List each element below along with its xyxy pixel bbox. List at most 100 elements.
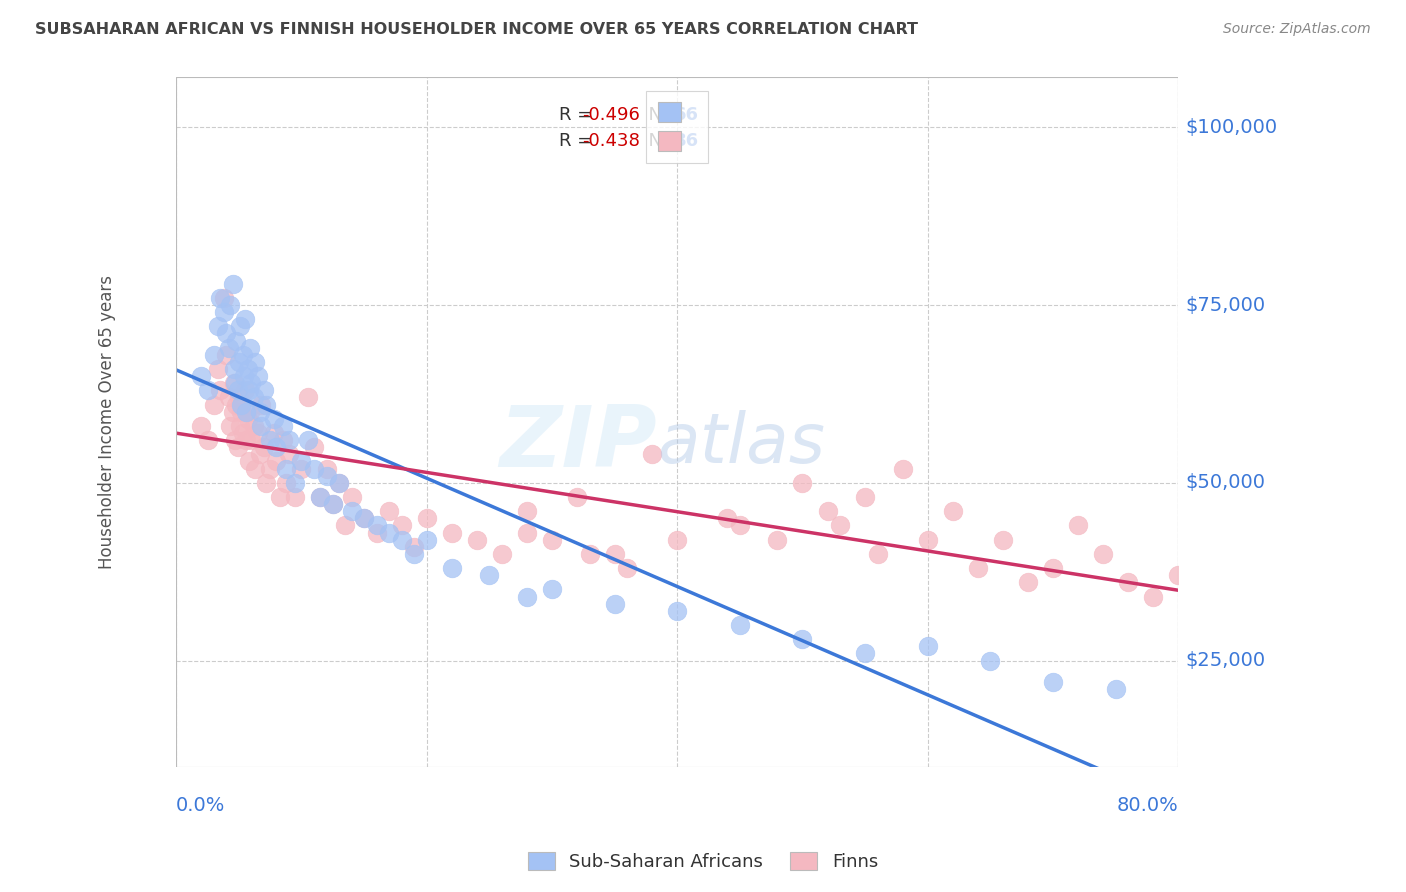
Point bbox=[328, 475, 350, 490]
Point bbox=[315, 461, 337, 475]
Point bbox=[266, 440, 288, 454]
Point bbox=[603, 547, 626, 561]
Point bbox=[228, 355, 250, 369]
Point bbox=[218, 341, 240, 355]
Point bbox=[222, 362, 245, 376]
Point bbox=[253, 384, 276, 398]
Point bbox=[254, 398, 277, 412]
Point bbox=[263, 425, 285, 440]
Point bbox=[465, 533, 488, 547]
Point bbox=[416, 511, 439, 525]
Point bbox=[866, 547, 889, 561]
Point bbox=[340, 504, 363, 518]
Point bbox=[1104, 681, 1126, 696]
Legend: Sub-Saharan Africans, Finns: Sub-Saharan Africans, Finns bbox=[520, 845, 886, 879]
Point bbox=[209, 384, 232, 398]
Point bbox=[207, 319, 229, 334]
Point bbox=[1042, 561, 1064, 575]
Point bbox=[366, 525, 388, 540]
Point bbox=[491, 547, 513, 561]
Point bbox=[1116, 575, 1139, 590]
Point bbox=[236, 362, 259, 376]
Point bbox=[224, 433, 246, 447]
Text: -0.438: -0.438 bbox=[582, 132, 640, 150]
Point bbox=[226, 440, 249, 454]
Point bbox=[259, 461, 281, 475]
Point bbox=[243, 418, 266, 433]
Point bbox=[190, 369, 212, 384]
Point bbox=[271, 433, 294, 447]
Point bbox=[391, 533, 413, 547]
Point bbox=[232, 348, 254, 362]
Point bbox=[391, 518, 413, 533]
Point bbox=[218, 391, 240, 405]
Point bbox=[297, 391, 319, 405]
Point bbox=[243, 391, 266, 405]
Point bbox=[233, 384, 256, 398]
Point bbox=[309, 490, 332, 504]
Point bbox=[271, 418, 294, 433]
Text: 66: 66 bbox=[675, 106, 699, 124]
Legend: , : , bbox=[647, 91, 709, 162]
Point bbox=[1142, 590, 1164, 604]
Point bbox=[243, 355, 266, 369]
Point bbox=[353, 511, 375, 525]
Text: 0.0%: 0.0% bbox=[176, 796, 225, 814]
Text: -0.496: -0.496 bbox=[582, 106, 640, 124]
Point bbox=[235, 405, 257, 419]
Point bbox=[246, 369, 269, 384]
Point bbox=[666, 604, 689, 618]
Point bbox=[253, 440, 276, 454]
Point bbox=[1167, 568, 1189, 582]
Point bbox=[224, 376, 246, 391]
Point bbox=[378, 504, 401, 518]
Point bbox=[541, 533, 564, 547]
Point bbox=[209, 291, 232, 305]
Point bbox=[404, 540, 426, 554]
Point bbox=[266, 454, 288, 468]
Point bbox=[853, 490, 876, 504]
Point bbox=[728, 518, 751, 533]
Point bbox=[190, 418, 212, 433]
Point bbox=[207, 362, 229, 376]
Point bbox=[440, 561, 463, 575]
Text: N =: N = bbox=[637, 106, 689, 124]
Point bbox=[236, 411, 259, 425]
Text: $100,000: $100,000 bbox=[1185, 118, 1278, 136]
Point bbox=[917, 533, 939, 547]
Text: $75,000: $75,000 bbox=[1185, 295, 1265, 315]
Point bbox=[1017, 575, 1039, 590]
Point bbox=[225, 334, 247, 348]
Point bbox=[240, 433, 263, 447]
Point bbox=[378, 525, 401, 540]
Point bbox=[297, 433, 319, 447]
Point bbox=[250, 398, 273, 412]
Point bbox=[259, 433, 281, 447]
Point bbox=[478, 568, 501, 582]
Point bbox=[315, 468, 337, 483]
Point bbox=[516, 504, 538, 518]
Point bbox=[278, 433, 301, 447]
Point bbox=[197, 433, 219, 447]
Point bbox=[335, 518, 357, 533]
Point bbox=[226, 384, 249, 398]
Text: Source: ZipAtlas.com: Source: ZipAtlas.com bbox=[1223, 22, 1371, 37]
Point bbox=[322, 497, 344, 511]
Point bbox=[828, 518, 851, 533]
Text: N =: N = bbox=[637, 132, 689, 150]
Point bbox=[991, 533, 1014, 547]
Point bbox=[233, 312, 256, 326]
Point bbox=[1067, 518, 1090, 533]
Point bbox=[404, 547, 426, 561]
Text: SUBSAHARAN AFRICAN VS FINNISH HOUSEHOLDER INCOME OVER 65 YEARS CORRELATION CHART: SUBSAHARAN AFRICAN VS FINNISH HOUSEHOLDE… bbox=[35, 22, 918, 37]
Point bbox=[516, 590, 538, 604]
Point bbox=[238, 454, 260, 468]
Point bbox=[603, 597, 626, 611]
Point bbox=[792, 475, 814, 490]
Point bbox=[276, 475, 298, 490]
Point bbox=[353, 511, 375, 525]
Point bbox=[766, 533, 789, 547]
Point bbox=[243, 461, 266, 475]
Point bbox=[222, 376, 245, 391]
Point bbox=[276, 461, 298, 475]
